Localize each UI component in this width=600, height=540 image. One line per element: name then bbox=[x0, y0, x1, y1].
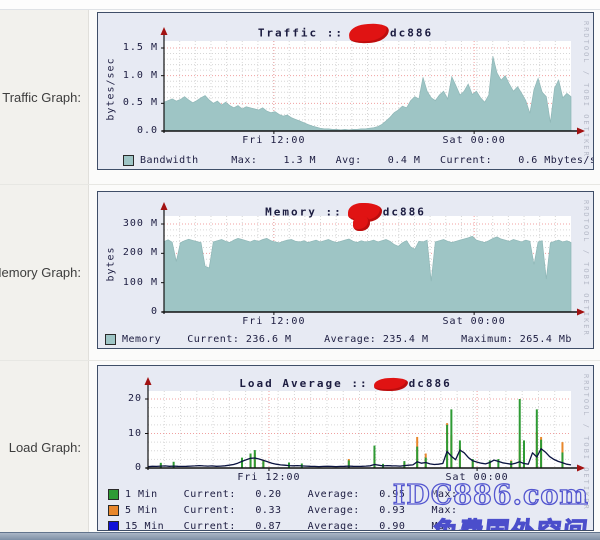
x-tick-label: Sat 00:00 bbox=[442, 316, 506, 327]
legend-row: Memory Current: 236.6 M Average: 235.4 M… bbox=[105, 331, 593, 347]
y-tick-label: 10 bbox=[127, 427, 142, 439]
load-graph-title: Load Average :: dc886 bbox=[98, 376, 593, 392]
title-suffix: dc886 bbox=[408, 377, 452, 390]
y-tick-label: 0 bbox=[134, 462, 142, 473]
title-prefix: Traffic :: bbox=[257, 26, 345, 40]
x-tick-label: Sat 00:00 bbox=[445, 472, 509, 483]
y-tick-label: 0 bbox=[150, 306, 158, 317]
y-axis-label: bytes/sec bbox=[105, 57, 117, 121]
bottom-scrollbar[interactable] bbox=[0, 532, 600, 540]
graph-legend: Bandwidth Max: 1.3 M Avg: 0.4 M Current:… bbox=[98, 152, 593, 168]
legend-text: 1 Min Current: 0.20 Average: 0.95 Max: bbox=[125, 488, 458, 500]
load-graph-cell: Load Average :: dc886 0 10 20 Fri 12:00 Sat … bbox=[89, 361, 600, 533]
memory-graph-image[interactable]: Memory :: dc886 bytes 0 100 M 200 M 300 M Fr… bbox=[97, 191, 594, 349]
legend-row: Bandwidth Max: 1.3 M Avg: 0.4 M Current:… bbox=[123, 152, 593, 168]
title-suffix: dc886 bbox=[390, 26, 434, 40]
memory-graph-cell: Memory :: dc886 bytes 0 100 M 200 M 300 M Fr… bbox=[89, 185, 600, 360]
x-tick-label: Fri 12:00 bbox=[242, 316, 306, 327]
x-tick-label: Sat 00:00 bbox=[442, 135, 506, 146]
bandwidth-swatch bbox=[123, 154, 134, 166]
y-axis-label: bytes bbox=[105, 246, 117, 282]
legend-text: 15 Min Current: 0.87 Average: 0.90 Max: bbox=[125, 520, 458, 531]
traffic-row-label-cell: Traffic Graph: bbox=[0, 10, 89, 184]
y-tick-label: 1.0 M bbox=[122, 69, 158, 81]
y-tick-label: 100 M bbox=[122, 276, 158, 288]
legend-text: Bandwidth Max: 1.3 M Avg: 0.4 M Current:… bbox=[140, 154, 594, 166]
traffic-graph-image[interactable]: Traffic :: dc886 bytes/sec 0.0 0.5 M 1.0 M 1… bbox=[97, 12, 594, 170]
red-scribble-redaction bbox=[348, 21, 390, 46]
legend-row-15min: 15 Min Current: 0.87 Average: 0.90 Max: bbox=[108, 518, 593, 531]
title-prefix: Memory :: bbox=[265, 205, 343, 219]
load-row-label-cell: Load Graph: bbox=[0, 361, 89, 533]
y-tick-label: 0.5 M bbox=[122, 97, 158, 109]
rrdtool-watermark: RRDTOOL / TOBI OETIKER bbox=[582, 200, 590, 337]
y-tick-label: 200 M bbox=[122, 247, 158, 259]
traffic-graph-cell: Traffic :: dc886 bytes/sec 0.0 0.5 M 1.0 M 1… bbox=[89, 10, 600, 184]
legend-row-1min: 1 Min Current: 0.20 Average: 0.95 Max: bbox=[108, 486, 593, 502]
load-1min-swatch bbox=[108, 488, 119, 500]
traffic-graph-title: Traffic :: dc886 bbox=[98, 21, 593, 46]
legend-text: Memory Current: 236.6 M Average: 235.4 M… bbox=[122, 333, 572, 345]
memory-plot bbox=[160, 202, 585, 316]
rrdtool-watermark: RRDTOOL / TOBI OETIKER bbox=[582, 21, 590, 158]
load-graph-label: Load Graph: bbox=[8, 439, 81, 455]
x-tick-label: Fri 12:00 bbox=[237, 472, 301, 483]
load-15min-swatch bbox=[108, 520, 119, 530]
y-tick-label: 20 bbox=[127, 393, 142, 404]
load-graph-image[interactable]: Load Average :: dc886 0 10 20 Fri 12:00 Sat … bbox=[97, 365, 594, 531]
memory-graph-label: Memory Graph: bbox=[0, 265, 81, 280]
y-tick-label: 300 M bbox=[122, 218, 158, 229]
memory-swatch bbox=[105, 333, 116, 345]
legend-text: 5 Min Current: 0.33 Average: 0.93 Max: bbox=[125, 504, 458, 516]
title-suffix: dc886 bbox=[382, 205, 426, 219]
red-scribble-redaction bbox=[347, 203, 382, 231]
title-prefix: Load Average :: bbox=[239, 377, 369, 390]
traffic-plot bbox=[160, 27, 585, 135]
load-plot bbox=[144, 377, 585, 472]
memory-graph-title: Memory :: dc886 bbox=[98, 203, 593, 231]
y-tick-label: 1.5 M bbox=[122, 42, 158, 53]
load-5min-swatch bbox=[108, 504, 119, 516]
traffic-graph-row: Traffic Graph: Traffic :: dc886 bytes/sec… bbox=[0, 10, 600, 184]
y-tick-label: 0.0 bbox=[136, 125, 158, 136]
memory-row-label-cell: Memory Graph: bbox=[0, 185, 89, 360]
red-scribble-redaction bbox=[373, 376, 408, 392]
graph-legend: 1 Min Current: 0.20 Average: 0.95 Max: 5… bbox=[98, 486, 593, 531]
graph-legend: Memory Current: 236.6 M Average: 235.4 M… bbox=[98, 331, 593, 347]
traffic-graph-label: Traffic Graph: bbox=[2, 89, 81, 105]
rrdtool-watermark: RRDTOOL / TOBI OETIKER bbox=[582, 374, 590, 511]
top-strip bbox=[0, 0, 600, 10]
legend-row-5min: 5 Min Current: 0.33 Average: 0.93 Max: bbox=[108, 502, 593, 518]
load-graph-row: Load Graph: Load Average :: dc886 0 10 20 F… bbox=[0, 360, 600, 533]
x-tick-label: Fri 12:00 bbox=[242, 135, 306, 146]
memory-graph-row: Memory Graph: Memory ::dc886 bytes 0 100 … bbox=[0, 184, 600, 360]
